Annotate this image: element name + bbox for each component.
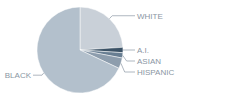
- leader-line: [109, 16, 135, 19]
- slice-label: WHITE: [137, 12, 163, 21]
- chart: WHITE A.I. ASIAN HISPANIC BLACK: [0, 0, 240, 100]
- slice-label: BLACK: [5, 71, 32, 80]
- leader-line: [123, 55, 135, 61]
- slice-label: ASIAN: [137, 57, 161, 66]
- pie-slice: [37, 7, 119, 93]
- pie-slice: [80, 7, 123, 50]
- pie: WHITE A.I. ASIAN HISPANIC BLACK: [5, 7, 175, 93]
- slice-label: A.I.: [137, 46, 149, 55]
- leader-line: [123, 50, 135, 51]
- leader-line: [121, 63, 135, 72]
- slice-label: HISPANIC: [137, 68, 174, 77]
- leader-line: [33, 73, 44, 75]
